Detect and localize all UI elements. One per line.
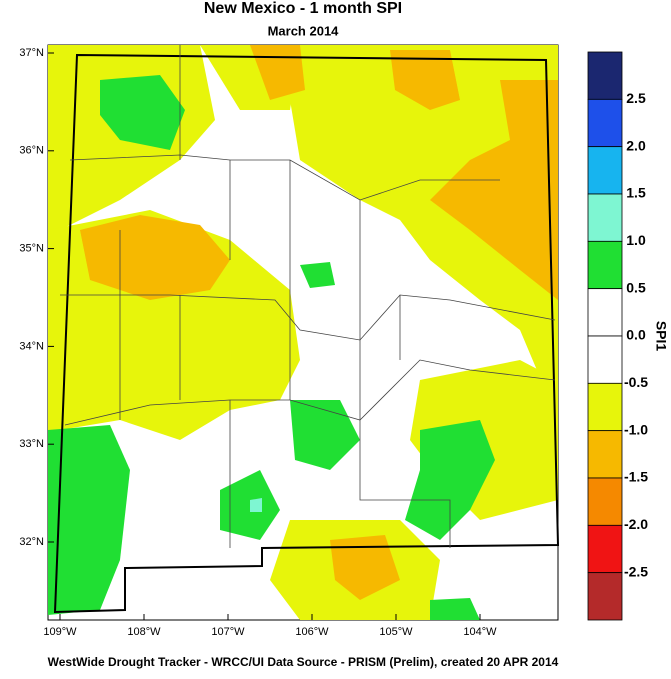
colorbar-swatch bbox=[587, 430, 623, 479]
county-lines bbox=[60, 45, 556, 548]
spi-green bbox=[48, 75, 495, 620]
colorbar-label: -1.0 bbox=[624, 421, 648, 437]
lon-label: 109°W bbox=[43, 626, 77, 638]
colorbar-label: 1.5 bbox=[626, 185, 646, 201]
colorbar-label: -1.5 bbox=[624, 469, 648, 485]
lat-axis: 37°N 36°N 35°N 34°N 33°N 32°N bbox=[19, 47, 54, 548]
colorbar-swatch bbox=[587, 382, 623, 432]
colorbar-label: 0.0 bbox=[626, 327, 646, 343]
colorbar-label: -2.0 bbox=[624, 516, 648, 532]
title: New Mexico - 1 month SPI bbox=[204, 0, 402, 17]
colorbar-swatch bbox=[587, 146, 623, 195]
lat-label: 35°N bbox=[19, 243, 44, 255]
colorbar-swatch bbox=[587, 524, 623, 574]
colorbar-swatch bbox=[587, 572, 623, 621]
colorbar-label: 2.5 bbox=[626, 90, 646, 106]
footer: WestWide Drought Tracker - WRCC/UI Data … bbox=[48, 655, 559, 669]
colorbar-swatch bbox=[587, 193, 623, 242]
colorbar-swatch bbox=[587, 288, 623, 337]
lon-label: 104°W bbox=[463, 626, 497, 638]
colorbar-swatch bbox=[587, 98, 623, 148]
colorbar-swatch bbox=[587, 240, 623, 290]
colorbar-title: SPI1 bbox=[653, 321, 669, 352]
colorbar-label: -2.5 bbox=[624, 563, 648, 579]
lon-axis: 109°W 108°W 107°W 106°W 105°W 104°W bbox=[43, 614, 497, 638]
subtitle: March 2014 bbox=[268, 23, 340, 38]
lon-label: 108°W bbox=[127, 626, 161, 638]
lon-label: 105°W bbox=[379, 626, 413, 638]
colorbar-label: 0.5 bbox=[626, 279, 646, 295]
map-area bbox=[47, 44, 560, 621]
spi-orange bbox=[80, 45, 558, 600]
colorbar-swatch bbox=[587, 51, 623, 100]
lat-label: 33°N bbox=[19, 438, 44, 450]
lon-label: 107°W bbox=[211, 626, 245, 638]
lat-label: 37°N bbox=[19, 47, 44, 59]
spi-aqua bbox=[250, 498, 262, 512]
lat-label: 32°N bbox=[19, 536, 44, 548]
colorbar-swatch bbox=[587, 335, 623, 384]
lat-label: 36°N bbox=[19, 145, 44, 157]
colorbar-label: 1.0 bbox=[626, 232, 646, 248]
colorbar: 2.5 2.0 1.5 1.0 0.5 0.0 -0.5 -1.0 -1.5 -2.0 -2.5 bbox=[587, 51, 648, 621]
state-border bbox=[53, 53, 560, 614]
lat-label: 34°N bbox=[19, 340, 44, 352]
colorbar-swatch bbox=[587, 477, 623, 526]
lon-label: 106°W bbox=[295, 626, 329, 638]
colorbar-label: 2.0 bbox=[626, 137, 646, 153]
colorbar-label: -0.5 bbox=[624, 374, 648, 390]
